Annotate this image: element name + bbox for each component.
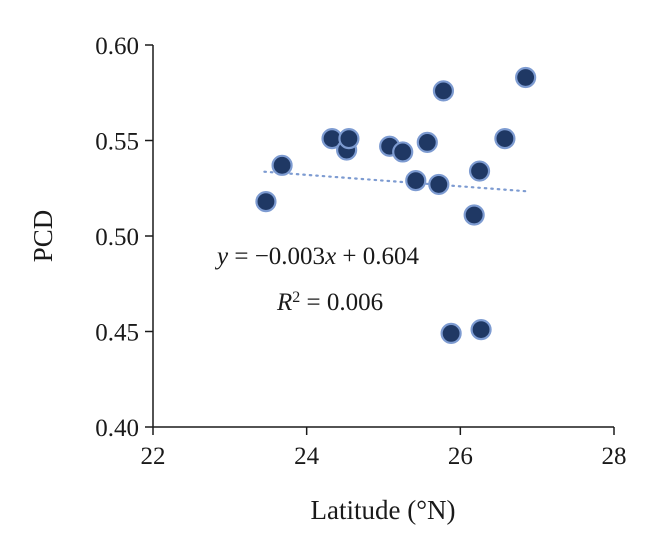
r-squared-label: R2 = 0.006 [276, 289, 383, 317]
data-point [463, 204, 485, 226]
y-tick-label: 0.50 [95, 224, 139, 251]
x-tick-label: 24 [294, 443, 320, 470]
y-tick-label: 0.45 [95, 320, 139, 347]
data-point [428, 173, 450, 196]
data-point [432, 80, 455, 102]
data-point [416, 131, 438, 154]
data-point [338, 127, 360, 150]
y-tick-label: 0.55 [95, 129, 139, 156]
regression-equation: y = −0.003x + 0.604 [214, 243, 420, 270]
data-point [440, 322, 462, 345]
data-point [392, 141, 414, 163]
data-point [405, 170, 427, 192]
data-point [494, 127, 516, 150]
x-tick-label: 26 [448, 443, 473, 470]
x-tick-label: 22 [141, 443, 166, 470]
data-point [271, 154, 293, 176]
data-point [470, 318, 492, 341]
y-axis-title: PCD [28, 210, 58, 263]
plot-area [255, 66, 537, 345]
x-axis-title: Latitude (°N) [311, 495, 456, 525]
data-point [515, 66, 537, 89]
data-point [255, 191, 277, 213]
x-tick-label: 28 [602, 443, 627, 470]
data-point [468, 160, 491, 182]
trendline [263, 170, 530, 193]
y-tick-label: 0.60 [95, 33, 139, 60]
y-tick-label: 0.40 [95, 415, 139, 442]
axis-ticks: 0.40 0.45 0.50 0.55 0.60 22 24 26 28 [95, 33, 626, 470]
